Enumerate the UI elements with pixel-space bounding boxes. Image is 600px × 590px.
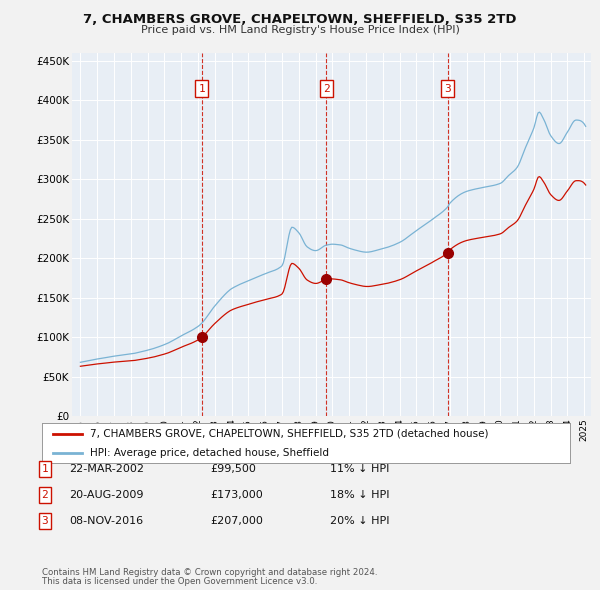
Text: 3: 3 bbox=[41, 516, 49, 526]
Text: £173,000: £173,000 bbox=[210, 490, 263, 500]
Text: 1: 1 bbox=[198, 84, 205, 94]
Text: 3: 3 bbox=[444, 84, 451, 94]
Text: 20% ↓ HPI: 20% ↓ HPI bbox=[330, 516, 389, 526]
Text: This data is licensed under the Open Government Licence v3.0.: This data is licensed under the Open Gov… bbox=[42, 578, 317, 586]
Text: 1: 1 bbox=[41, 464, 49, 474]
Text: 2: 2 bbox=[41, 490, 49, 500]
Text: Price paid vs. HM Land Registry's House Price Index (HPI): Price paid vs. HM Land Registry's House … bbox=[140, 25, 460, 35]
Text: £99,500: £99,500 bbox=[210, 464, 256, 474]
Text: 7, CHAMBERS GROVE, CHAPELTOWN, SHEFFIELD, S35 2TD: 7, CHAMBERS GROVE, CHAPELTOWN, SHEFFIELD… bbox=[83, 13, 517, 26]
Text: 18% ↓ HPI: 18% ↓ HPI bbox=[330, 490, 389, 500]
Text: £207,000: £207,000 bbox=[210, 516, 263, 526]
Text: 08-NOV-2016: 08-NOV-2016 bbox=[69, 516, 143, 526]
Text: 11% ↓ HPI: 11% ↓ HPI bbox=[330, 464, 389, 474]
Text: 20-AUG-2009: 20-AUG-2009 bbox=[69, 490, 143, 500]
Text: 7, CHAMBERS GROVE, CHAPELTOWN, SHEFFIELD, S35 2TD (detached house): 7, CHAMBERS GROVE, CHAPELTOWN, SHEFFIELD… bbox=[89, 429, 488, 439]
Text: HPI: Average price, detached house, Sheffield: HPI: Average price, detached house, Shef… bbox=[89, 448, 329, 458]
Text: 22-MAR-2002: 22-MAR-2002 bbox=[69, 464, 144, 474]
Text: Contains HM Land Registry data © Crown copyright and database right 2024.: Contains HM Land Registry data © Crown c… bbox=[42, 568, 377, 577]
Text: 2: 2 bbox=[323, 84, 329, 94]
